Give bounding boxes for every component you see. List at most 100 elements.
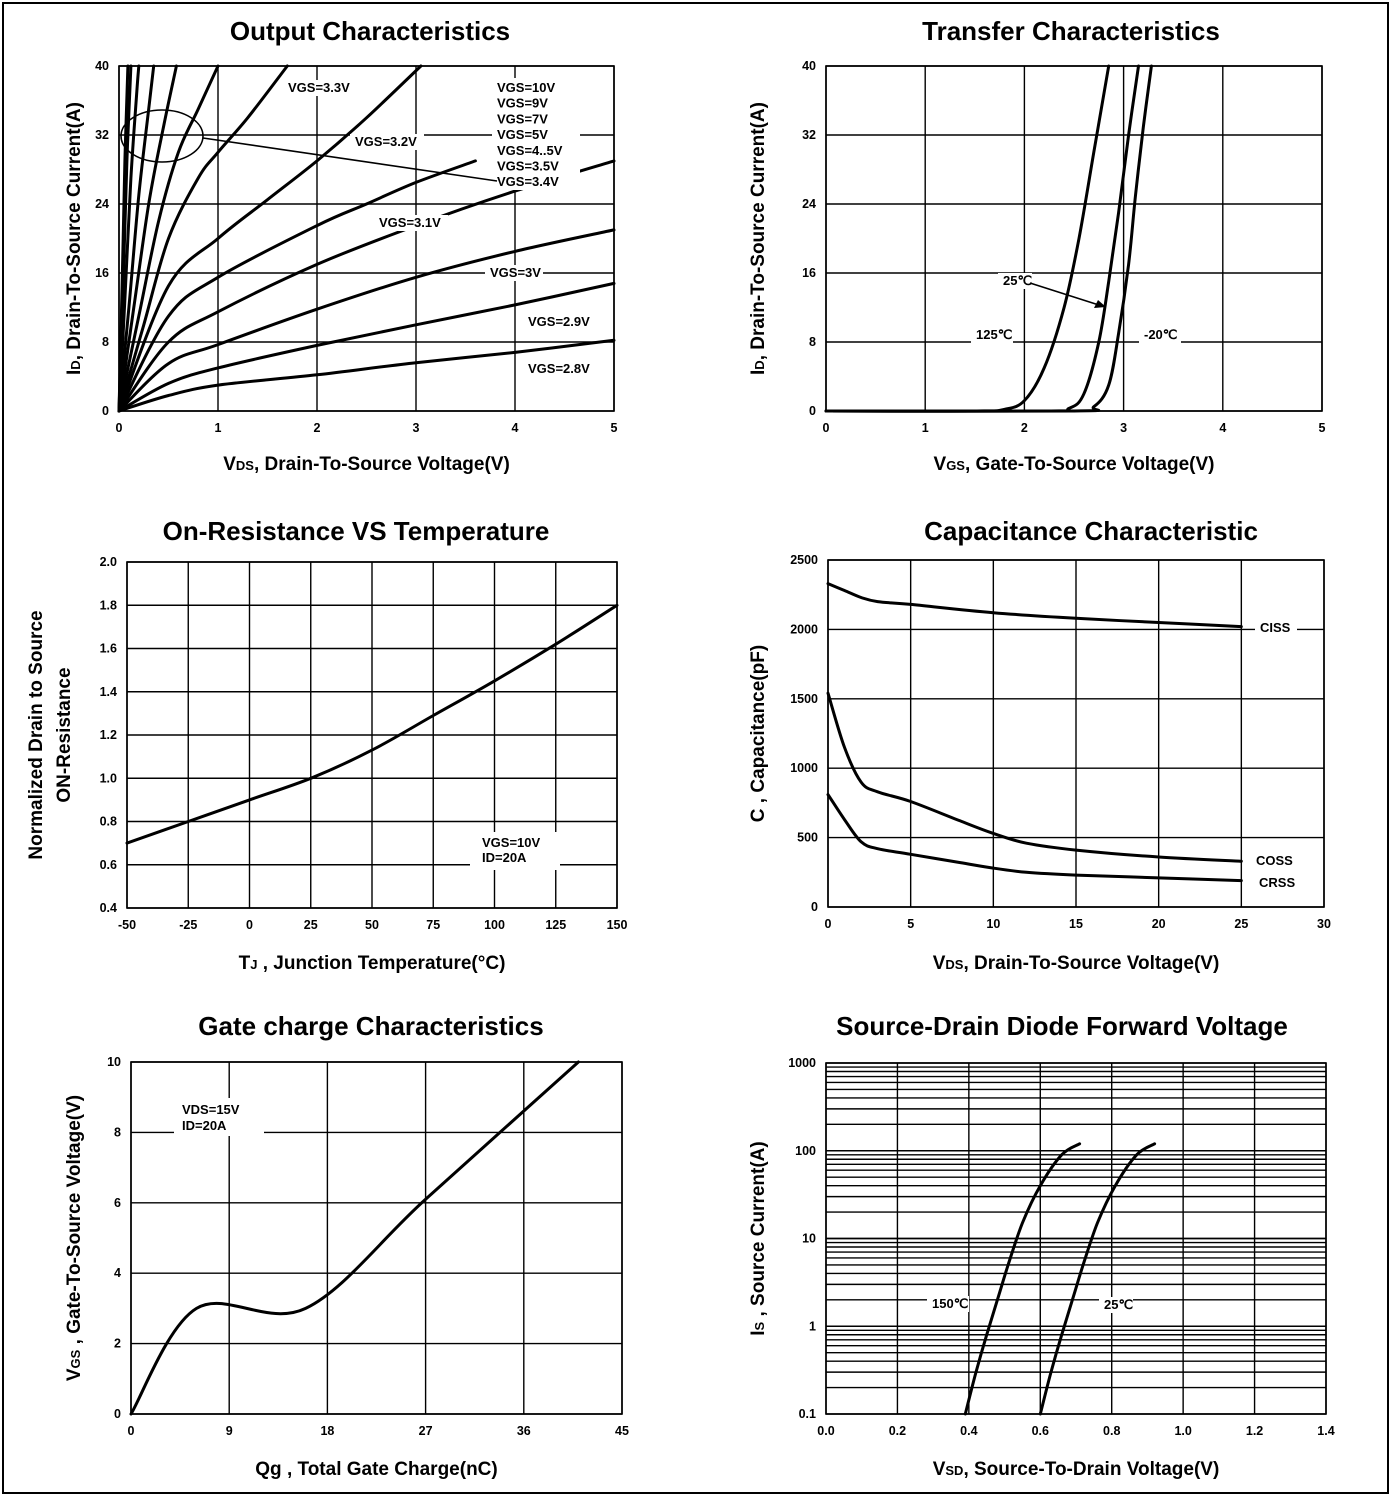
annot-vgs-2-9v: VGS=2.9V <box>528 314 590 329</box>
annot-block-bg <box>470 832 560 870</box>
annot-vgs-3-2v: VGS=3.2V <box>355 134 417 149</box>
onres-plot-frame <box>126 561 618 909</box>
onres-y-axis-label-line2: ON-Resistance <box>54 667 75 802</box>
y-tick-label: 8 <box>114 1125 121 1139</box>
diode-panel: 0.0 0.2 0.4 0.6 0.8 1.0 1.2 1.4 0.1 1 10 100 1000 Sou… <box>748 1011 1335 1480</box>
x-tick-label: 100 <box>484 918 505 932</box>
x-tick-label: 25 <box>304 918 318 932</box>
y-tick-label: 0 <box>102 404 109 418</box>
x-tick-label: 15 <box>1069 917 1083 931</box>
arrow-head <box>1094 300 1106 308</box>
series-line-3-0 <box>826 582 1243 629</box>
annot-crss-bg <box>1254 875 1296 891</box>
y-tick-label: 1.0 <box>100 771 117 785</box>
cap-y-axis-label: C , Capacitance(pF) <box>748 645 769 822</box>
onres-panel: -50 -25 0 25 50 75 100 125 150 0.4 0.6 0.8 1.0 1.2 1.4… <box>26 516 627 974</box>
x-tick-label: 150 <box>607 918 628 932</box>
y-tick-label: 16 <box>95 266 109 280</box>
cap-grid <box>827 559 1325 908</box>
cap-x-axis-label: VDS, Drain-To-Source Voltage(V) <box>933 953 1220 974</box>
x-tick-label: 45 <box>615 1424 629 1438</box>
onres-x-axis-label: TJ , Junction Temperature(°C) <box>239 953 506 974</box>
transfer-x-axis-label: VGS, Gate-To-Source Voltage(V) <box>934 454 1215 475</box>
x-tick-label: 18 <box>320 1424 334 1438</box>
highlight-ellipse <box>120 109 204 163</box>
x-tick-label: 4 <box>1219 421 1226 435</box>
cap-plot-frame <box>827 559 1325 908</box>
annot-block-bg <box>492 78 580 190</box>
y-tick-label: 1.2 <box>100 728 117 742</box>
series-line-0-12 <box>117 64 130 413</box>
x-tick-label: 50 <box>365 918 379 932</box>
x-tick-label: 0 <box>116 421 123 435</box>
series-line-0-1 <box>117 281 616 413</box>
y-tick-label: 0.1 <box>799 1407 816 1421</box>
gate-title: Gate charge Characteristics <box>198 1011 543 1041</box>
x-tick-label: 0 <box>128 1424 135 1438</box>
x-tick-label: 10 <box>986 917 1000 931</box>
annot-vgs-4-5v: VGS=4..5V <box>497 143 563 158</box>
y-tick-label: 24 <box>802 197 816 211</box>
x-tick-label: -50 <box>118 918 136 932</box>
y-tick-label: 0 <box>811 900 818 914</box>
x-tick-label: 3 <box>1120 421 1127 435</box>
x-tick-label: 2 <box>314 421 321 435</box>
gate-x-axis-label: Qg , Total Gate Charge(nC) <box>255 1459 497 1480</box>
pointer-line <box>202 137 498 182</box>
diode-grid <box>825 1062 1327 1415</box>
y-tick-label: 16 <box>802 266 816 280</box>
annot-25c: 25℃ <box>1104 1297 1133 1312</box>
annot-coss-bg <box>1251 853 1293 869</box>
y-tick-label: 32 <box>802 128 816 142</box>
y-tick-label: 2000 <box>790 622 818 636</box>
x-tick-label: 0 <box>823 421 830 435</box>
series-line-0-7 <box>117 64 220 413</box>
annot-25c-bg <box>998 273 1032 289</box>
series-line-0-6 <box>117 64 289 413</box>
annot-vgs-3-4v: VGS=3.4V <box>497 174 559 189</box>
annot-125c: 125℃ <box>976 327 1012 342</box>
series-line-2-0 <box>125 603 619 845</box>
x-tick-label: 1 <box>215 421 222 435</box>
annot-minus20c: -20℃ <box>1144 327 1177 342</box>
annot-vgs-3v-bg <box>485 265 543 281</box>
x-tick-label: 0.8 <box>1103 1424 1120 1438</box>
annot-vgs-7v: VGS=7V <box>497 111 548 126</box>
x-tick-label: 4 <box>512 421 519 435</box>
x-tick-label: 9 <box>226 1424 233 1438</box>
y-tick-label: 2.0 <box>100 555 117 569</box>
x-tick-label: 0.2 <box>889 1424 906 1438</box>
y-tick-label: 4 <box>114 1266 121 1280</box>
annot-vgs-2-8v-bg <box>523 361 597 377</box>
gate-y-axis-label: VGS , Gate-To-Source Voltage(V) <box>64 1095 85 1381</box>
y-tick-label: 0.6 <box>100 858 117 872</box>
y-tick-label: 1.6 <box>100 642 117 656</box>
cap-title: Capacitance Characteristic <box>924 516 1258 546</box>
x-tick-label: 0.4 <box>960 1424 977 1438</box>
diode-plot-frame <box>825 1062 1327 1415</box>
x-tick-label: 75 <box>426 918 440 932</box>
diode-x-axis-label: VSD, Source-To-Drain Voltage(V) <box>933 1459 1220 1480</box>
annot-vgs-9v: VGS=9V <box>497 96 548 111</box>
y-tick-label: 1000 <box>790 761 818 775</box>
y-tick-label: 32 <box>95 128 109 142</box>
annot-block-bg <box>174 1098 264 1136</box>
annot-vds-15v: VDS=15V <box>182 1102 240 1117</box>
annot-25c-bg <box>1099 1297 1133 1313</box>
transfer-title: Transfer Characteristics <box>922 16 1220 46</box>
x-tick-label: 25 <box>1234 917 1248 931</box>
annot-150c: 150℃ <box>932 1296 968 1311</box>
series-line-0-2 <box>117 228 616 413</box>
y-tick-label: 1.8 <box>100 598 117 612</box>
annot-minus20c-bg <box>1139 327 1181 343</box>
series-line-0-0 <box>117 338 616 413</box>
annot-vgs-10v: VGS=10V <box>497 80 556 95</box>
y-tick-label: 8 <box>102 335 109 349</box>
y-tick-label: 1 <box>809 1319 816 1333</box>
annot-id-20a: ID=20A <box>482 850 527 865</box>
transfer-plot-frame <box>825 65 1323 412</box>
cap-panel: 0 5 10 15 20 25 30 0 500 1000 1500 2000 2500 Capacita… <box>748 516 1331 974</box>
series-line-1-2 <box>824 64 1153 413</box>
